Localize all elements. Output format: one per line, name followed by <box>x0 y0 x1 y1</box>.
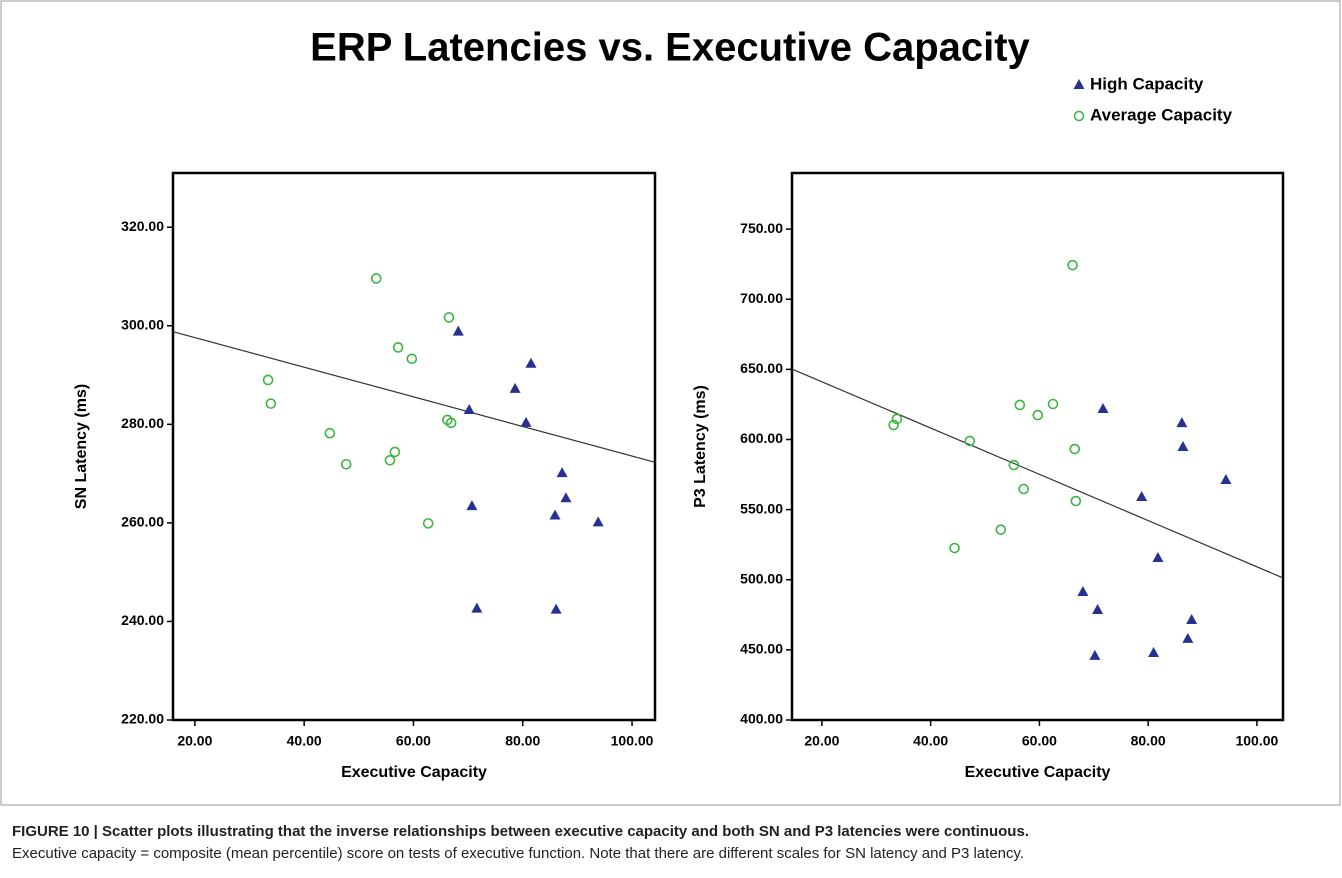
fit-line <box>791 368 1284 579</box>
caption-title: FIGURE 10 | Scatter plots illustrating t… <box>12 823 1029 840</box>
data-point <box>592 516 604 527</box>
data-point <box>1136 490 1148 501</box>
data-point <box>1069 443 1081 455</box>
data-point <box>340 458 352 470</box>
data-point <box>888 419 899 431</box>
legend-marker <box>1073 79 1085 89</box>
y-tick-label: 400.00 <box>740 711 783 727</box>
chart-title: ERP Latencies vs. Executive Capacity <box>310 26 1030 70</box>
y-tick-label: 280.00 <box>121 415 164 431</box>
figure: ERP Latencies vs. Executive Capacity 220… <box>0 0 1341 806</box>
data-point <box>964 435 976 447</box>
data-point <box>520 416 532 427</box>
data-point <box>1176 417 1188 428</box>
y-tick-label: 750.00 <box>740 220 783 236</box>
data-point <box>452 325 464 336</box>
data-point <box>1070 495 1082 507</box>
data-point <box>525 357 537 368</box>
data-point <box>1067 259 1078 271</box>
data-point <box>324 427 336 439</box>
data-point <box>1092 604 1104 615</box>
data-point <box>384 454 396 466</box>
x-tick-label: 100.00 <box>611 733 654 749</box>
data-point <box>265 398 277 409</box>
data-point <box>1220 474 1232 485</box>
data-point <box>891 413 903 425</box>
y-tick-label: 700.00 <box>740 290 783 306</box>
data-point <box>509 382 521 393</box>
y-tick-label: 650.00 <box>740 360 783 376</box>
data-point <box>949 542 960 554</box>
x-tick-label: 20.00 <box>804 733 839 749</box>
data-point <box>1014 399 1026 411</box>
data-point <box>1182 632 1194 643</box>
data-point <box>1077 585 1089 596</box>
x-tick-label: 60.00 <box>396 733 431 749</box>
x-tick-label: 80.00 <box>1131 733 1166 749</box>
data-point <box>1089 649 1101 660</box>
plot-frame <box>790 171 1285 722</box>
data-point <box>389 446 401 458</box>
y-tick-label: 600.00 <box>740 430 783 446</box>
x-tick-label: 60.00 <box>1022 733 1057 749</box>
data-point <box>262 374 274 386</box>
y-tick-label: 320.00 <box>121 218 164 234</box>
data-point <box>370 273 382 284</box>
data-point <box>392 342 404 353</box>
figure-frame <box>0 0 1341 806</box>
legend-label: High Capacity <box>1090 74 1204 93</box>
y-tick-label: 500.00 <box>740 570 783 586</box>
data-point <box>560 492 572 503</box>
x-axis-title: Executive Capacity <box>341 764 487 781</box>
y-tick-label: 260.00 <box>121 514 164 530</box>
data-point <box>995 524 1007 535</box>
y-axis-title: P3 Latency (ms) <box>692 385 709 508</box>
x-tick-label: 40.00 <box>287 733 322 749</box>
data-point <box>1186 613 1198 624</box>
data-point <box>1152 552 1164 563</box>
x-tick-label: 80.00 <box>505 733 540 749</box>
data-point <box>466 500 478 511</box>
data-point <box>1018 483 1029 495</box>
data-point <box>463 404 475 415</box>
y-tick-label: 240.00 <box>121 612 164 628</box>
legend-marker <box>1073 110 1085 122</box>
data-point <box>443 312 455 323</box>
data-point <box>549 509 561 520</box>
data-point <box>406 353 418 365</box>
data-point <box>1148 646 1160 657</box>
data-point <box>550 603 562 614</box>
data-point <box>1032 409 1044 421</box>
data-point <box>1097 403 1109 414</box>
data-point <box>1047 398 1059 410</box>
y-tick-label: 300.00 <box>121 316 164 332</box>
x-tick-label: 20.00 <box>177 733 212 749</box>
y-tick-label: 220.00 <box>121 711 164 727</box>
legend-label: Average Capacity <box>1090 105 1233 124</box>
data-point <box>1008 459 1020 471</box>
data-point <box>1177 441 1189 452</box>
data-point <box>445 417 457 429</box>
data-point <box>471 602 483 613</box>
data-point <box>556 467 568 478</box>
plot-frame <box>171 171 657 722</box>
x-tick-label: 40.00 <box>913 733 948 749</box>
data-point <box>422 518 434 529</box>
x-tick-label: 100.00 <box>1235 733 1278 749</box>
y-axis-title: SN Latency (ms) <box>73 384 90 509</box>
caption-text: Executive capacity = composite (mean per… <box>12 845 1025 862</box>
y-tick-label: 450.00 <box>740 641 783 657</box>
x-axis-title: Executive Capacity <box>965 764 1111 781</box>
y-tick-label: 550.00 <box>740 500 783 516</box>
fit-line <box>172 331 656 463</box>
